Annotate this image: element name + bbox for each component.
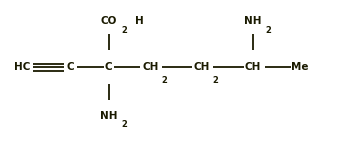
Text: H: H — [135, 16, 144, 26]
Text: 2: 2 — [213, 76, 219, 85]
Text: 2: 2 — [265, 26, 271, 34]
Text: HC: HC — [14, 62, 31, 72]
Text: NH: NH — [100, 111, 118, 121]
Text: Me: Me — [291, 62, 309, 72]
Text: CO: CO — [101, 16, 117, 26]
Text: CH: CH — [194, 62, 210, 72]
Text: C: C — [66, 62, 74, 72]
Text: 2: 2 — [162, 76, 168, 85]
Text: CH: CH — [143, 62, 159, 72]
Text: CH: CH — [245, 62, 261, 72]
Text: C: C — [105, 62, 113, 72]
Text: 2: 2 — [121, 120, 127, 129]
Text: 2: 2 — [121, 26, 127, 34]
Text: NH: NH — [244, 16, 261, 26]
